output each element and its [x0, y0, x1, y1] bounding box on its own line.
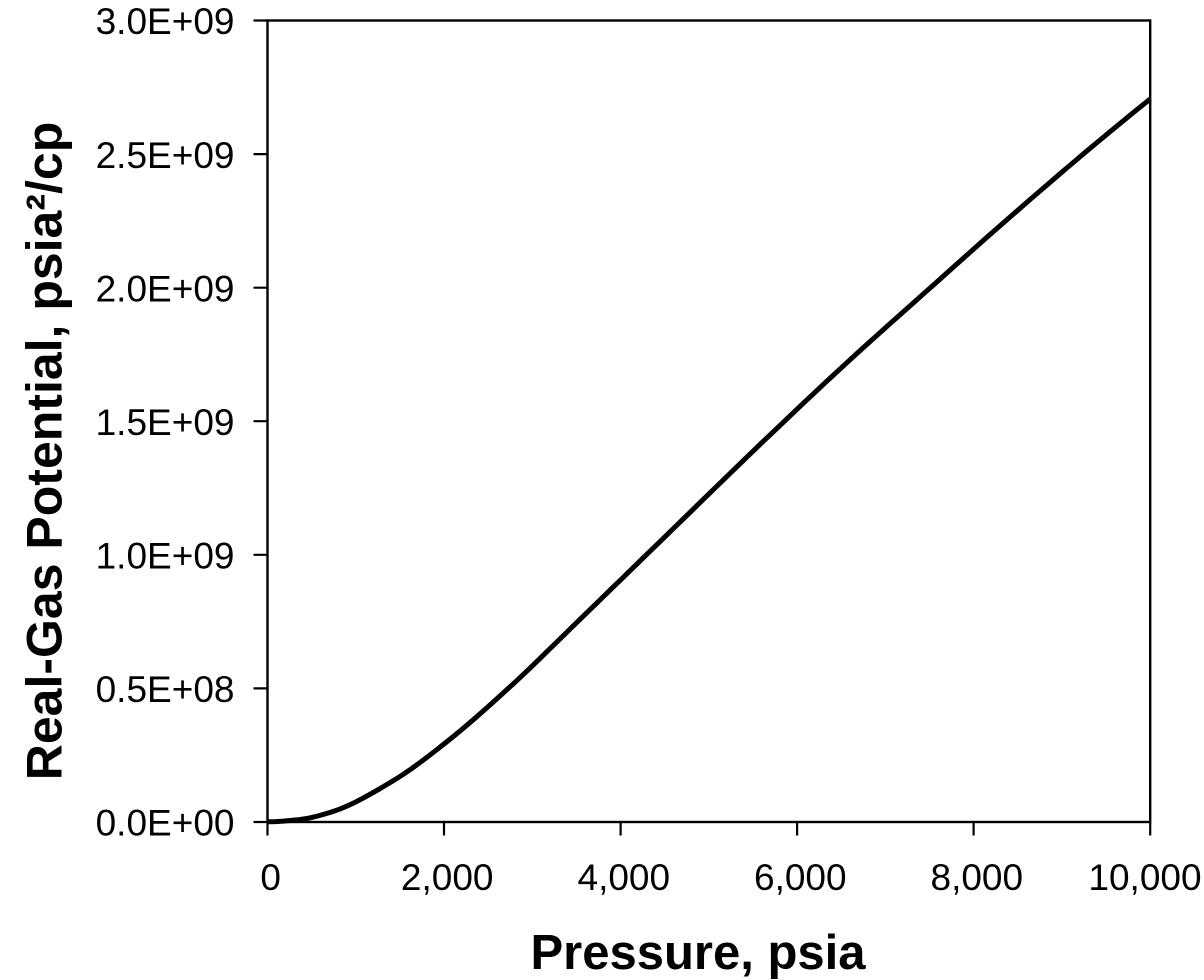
svg-text:0: 0	[260, 857, 281, 898]
svg-text:3.0E+09: 3.0E+09	[96, 1, 235, 42]
svg-text:2.5E+09: 2.5E+09	[96, 135, 235, 176]
svg-text:0.0E+00: 0.0E+00	[96, 803, 235, 844]
svg-text:1.5E+09: 1.5E+09	[96, 402, 235, 443]
svg-text:Real-Gas Potential, psia²/cp: Real-Gas Potential, psia²/cp	[17, 122, 73, 781]
svg-text:Pressure, psia: Pressure, psia	[530, 926, 866, 980]
svg-text:1.0E+09: 1.0E+09	[96, 536, 235, 577]
svg-text:0.5E+08: 0.5E+08	[96, 669, 235, 710]
svg-text:2.0E+09: 2.0E+09	[96, 268, 235, 309]
svg-text:2,000: 2,000	[401, 857, 494, 898]
svg-text:4,000: 4,000	[578, 857, 671, 898]
svg-text:8,000: 8,000	[931, 857, 1024, 898]
svg-text:10,000: 10,000	[1088, 857, 1201, 898]
svg-text:6,000: 6,000	[754, 857, 847, 898]
